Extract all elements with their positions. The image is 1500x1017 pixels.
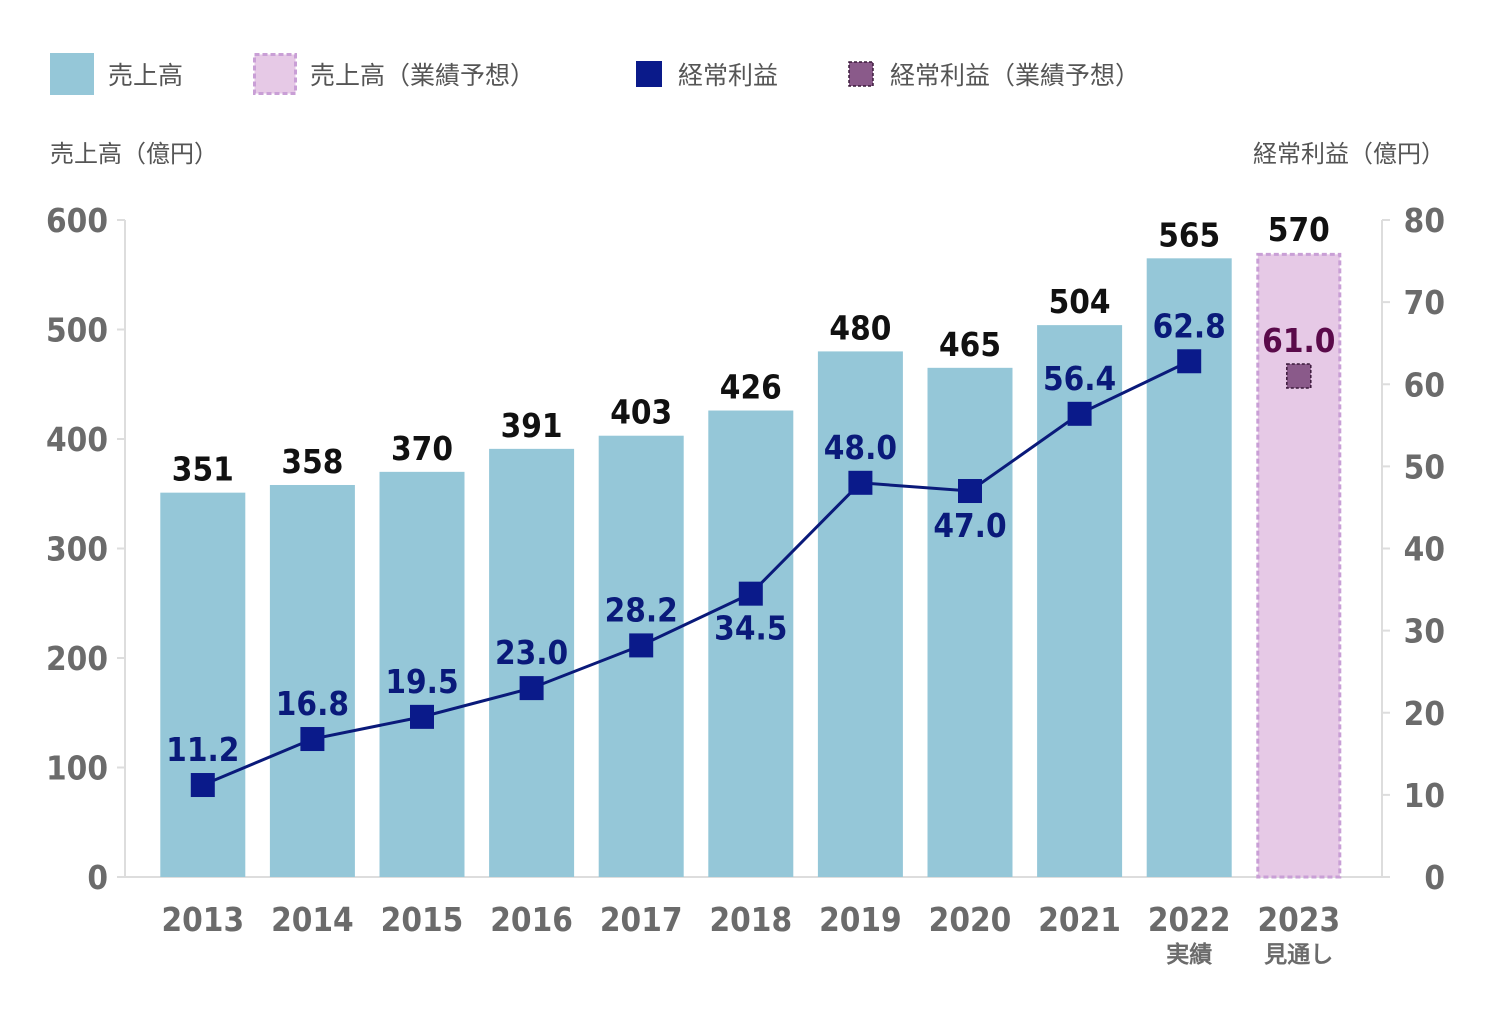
profit-marker: [1177, 349, 1202, 374]
x-tick-label: 2020: [929, 900, 1012, 939]
x-tick-label: 2015: [381, 900, 464, 939]
right-tick-label: 30: [1404, 612, 1445, 651]
profit-value-label: 56.4: [1043, 359, 1116, 398]
right-tick-label: 80: [1404, 201, 1445, 240]
legend: 売上高 売上高（業績予想） 経常利益 経常利益（業績予想）: [50, 53, 1140, 95]
left-tick-label: 200: [46, 639, 108, 678]
profit-value-label: 16.8: [276, 684, 349, 723]
right-tick-label: 0: [1424, 858, 1445, 897]
bar: [379, 471, 465, 877]
profit-marker: [958, 479, 982, 504]
bar: [160, 492, 246, 877]
left-tick-label: 300: [46, 530, 108, 569]
profit-value-label: 47.0: [933, 506, 1006, 545]
legend-label: 売上高（業績予想）: [310, 61, 535, 90]
right-tick-label: 10: [1404, 776, 1445, 815]
legend-label: 経常利益（業績予想）: [890, 61, 1140, 90]
bar-forecast: [1256, 252, 1342, 879]
legend-swatch-sales-forecast: [253, 53, 297, 95]
right-tick-label: 40: [1404, 530, 1445, 569]
x-tick-label: 2019: [819, 900, 902, 939]
bar-value-label: 465: [939, 325, 1001, 364]
profit-marker: [738, 581, 763, 606]
bar-value-label: 426: [720, 368, 782, 407]
x-tick-label: 2018: [709, 900, 792, 939]
legend-label: 売上高: [108, 61, 183, 90]
profit-value-label: 23.0: [495, 633, 568, 672]
bar: [817, 351, 903, 877]
right-tick-label: 60: [1404, 365, 1445, 404]
profit-marker: [1067, 401, 1092, 426]
profit-value-label: 19.5: [385, 662, 458, 701]
bar-value-label: 358: [281, 442, 343, 481]
profit-marker-forecast: [1286, 363, 1312, 389]
profit-line: 11.2 16.8 19.5 23.0 28.2 34.5 48.0 47.0 56.4 62.8…: [166, 306, 1335, 798]
profit-marker: [848, 470, 873, 495]
legend-swatch-sales: [50, 53, 94, 95]
right-tick-label: 50: [1404, 447, 1445, 486]
left-tick-label: 0: [87, 858, 108, 897]
axes: 0 100 200 300 400 500 600 0 10 20 30 40 50 60 70 80: [46, 201, 1445, 897]
bar-value-label: 480: [829, 308, 891, 347]
x-tick-label: 2023: [1257, 900, 1340, 939]
bar-value-label: 565: [1158, 215, 1220, 254]
profit-marker: [410, 704, 434, 729]
x-tick-label: 2013: [161, 900, 244, 939]
bar-value-label: 370: [391, 429, 453, 468]
bar-value-label: 504: [1049, 282, 1111, 321]
profit-value-label: 34.5: [714, 609, 787, 648]
profit-marker: [629, 633, 654, 658]
bar: [708, 410, 794, 877]
legend-label: 経常利益: [678, 61, 778, 90]
x-tick-label: 2022: [1148, 900, 1231, 939]
legend-swatch-profit-forecast: [848, 61, 874, 87]
profit-value-label: 11.2: [166, 730, 239, 769]
right-tick-label: 20: [1404, 694, 1445, 733]
right-tick-label: 70: [1404, 283, 1445, 322]
profit-value-label: 61.0: [1262, 321, 1335, 360]
left-axis-title: 売上高（億円）: [50, 140, 218, 168]
left-tick-label: 400: [46, 420, 108, 459]
profit-value-label: 62.8: [1153, 306, 1226, 345]
bar-value-label: 403: [610, 393, 672, 432]
x-tick-label: 2014: [271, 900, 354, 939]
profit-marker: [519, 676, 544, 701]
bar: [489, 448, 575, 877]
left-tick-label: 100: [46, 749, 108, 788]
x-tick-sublabel: 実績: [1166, 941, 1212, 968]
right-axis-title: 経常利益（億円）: [1253, 140, 1445, 168]
profit-marker: [300, 727, 325, 752]
profit-value-label: 28.2: [605, 590, 678, 629]
bar-value-label: 351: [172, 450, 234, 489]
x-tick-label: 2017: [600, 900, 683, 939]
x-tick-sublabel: 見通し: [1264, 942, 1333, 968]
profit-marker: [190, 773, 215, 798]
bar-value-label: 391: [501, 406, 563, 445]
bar-value-label: 570: [1268, 210, 1330, 249]
left-tick-label: 500: [46, 311, 108, 350]
bar: [927, 367, 1013, 877]
profit-line-path: [202, 359, 1190, 787]
x-tick-label: 2021: [1038, 900, 1121, 939]
left-tick-label: 600: [46, 201, 108, 240]
profit-value-label: 48.0: [824, 428, 897, 467]
x-tick-label: 2016: [490, 900, 573, 939]
bar: [269, 484, 355, 877]
x-axis-labels: 2013 2014 2015 2016 2017 2018 2019 2020 2021 2022…: [161, 900, 1340, 968]
legend-swatch-profit: [636, 61, 662, 87]
